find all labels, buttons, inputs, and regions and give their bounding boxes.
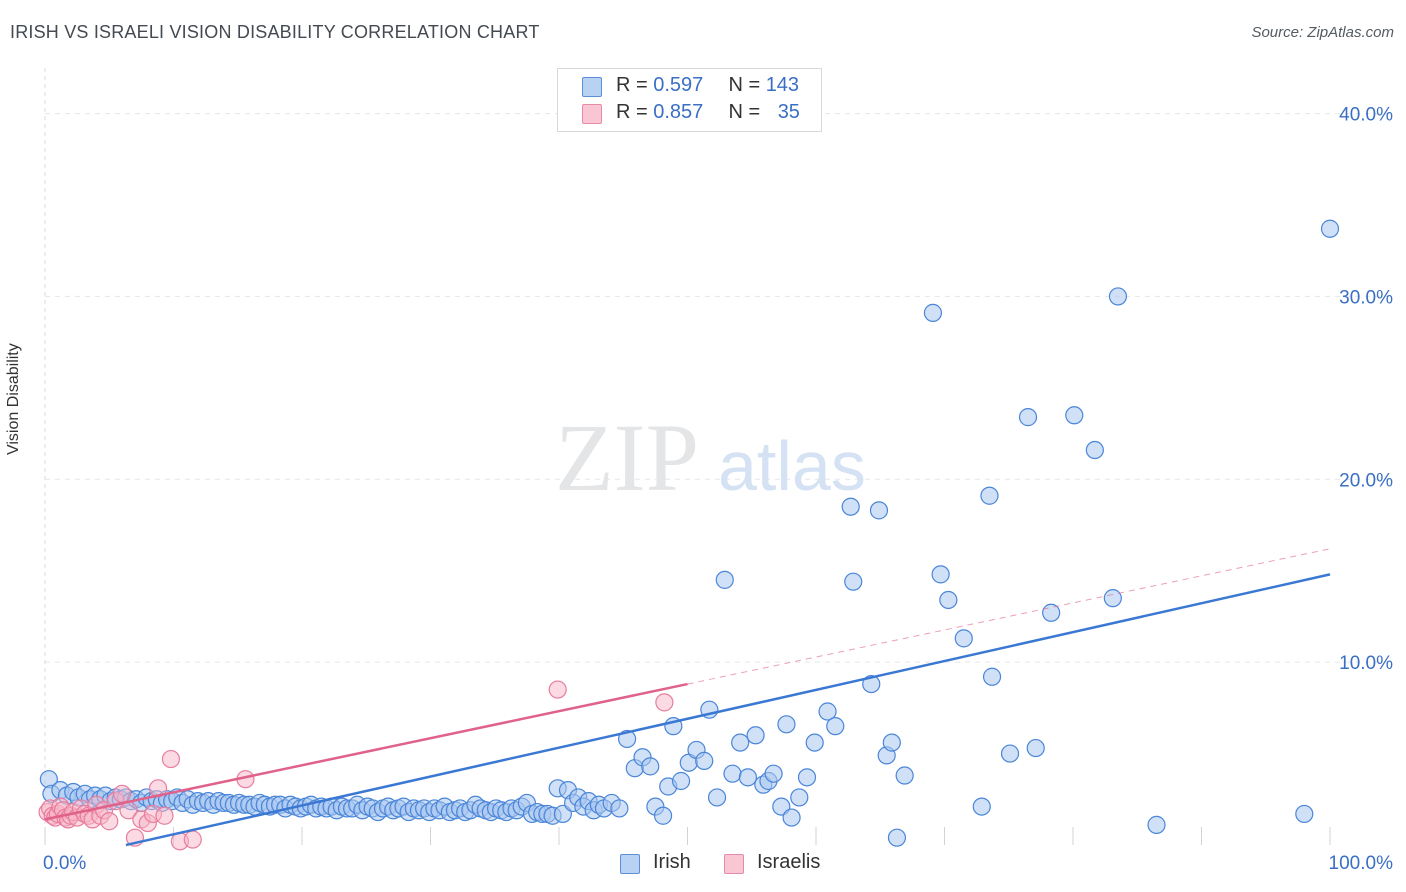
irish-point xyxy=(931,565,950,584)
x-tick-label-min: 0.0% xyxy=(43,853,86,874)
irish-point xyxy=(707,788,727,807)
y-tick-label: 10.0% xyxy=(1339,653,1393,674)
legend-israeli-r-value: 0.857 xyxy=(653,101,704,123)
irish-point xyxy=(1295,804,1314,824)
irish-point xyxy=(777,715,796,734)
israeli-trend-line xyxy=(44,682,688,821)
irish-point xyxy=(972,797,991,816)
irish-point xyxy=(818,702,837,721)
irish-point xyxy=(653,806,673,825)
irish-point xyxy=(695,751,714,770)
bottom-legend-irish-swatch xyxy=(620,854,640,874)
israeli-point xyxy=(100,812,119,831)
gridlines xyxy=(44,68,1390,845)
irish-point xyxy=(1085,440,1104,460)
chart-title: IRISH VS ISRAELI VISION DISABILITY CORRE… xyxy=(10,22,540,42)
irish-point xyxy=(923,303,943,322)
x-axis-ticks: 0.0% 100.0% xyxy=(43,853,1393,874)
irish-point xyxy=(731,733,750,752)
irish-point xyxy=(797,768,817,787)
irish-point xyxy=(1018,408,1038,427)
irish-point xyxy=(764,764,783,783)
y-tick-label: 40.0% xyxy=(1339,105,1393,126)
irish-point xyxy=(1147,815,1166,834)
watermark-zip: ZIP xyxy=(555,404,699,511)
israeli-point xyxy=(155,806,174,825)
legend-israeli-r-label: R = xyxy=(616,101,654,123)
irish-points xyxy=(39,219,1340,847)
irish-point xyxy=(1042,603,1061,622)
source-label: Source: ZipAtlas.com xyxy=(1251,24,1394,41)
legend-irish-n-value: 143 xyxy=(765,74,800,96)
irish-trend-line xyxy=(125,573,1331,847)
israeli-point xyxy=(548,680,567,699)
legend-irish-n-label: N = xyxy=(728,74,766,96)
irish-point xyxy=(641,757,660,776)
bottom-legend-irish-label: Irish xyxy=(653,851,691,873)
irish-point xyxy=(782,808,801,827)
irish-point xyxy=(790,788,809,807)
irish-point xyxy=(862,674,881,694)
irish-point xyxy=(882,733,901,752)
legend-irish-r-label: R = xyxy=(616,74,654,96)
y-tick-label: 30.0% xyxy=(1339,287,1393,308)
irish-point xyxy=(1026,738,1045,758)
irish-point xyxy=(723,764,742,783)
y-axis-label: Vision Disability xyxy=(5,343,22,455)
watermark: ZIP atlas xyxy=(555,404,866,511)
irish-point xyxy=(939,590,958,610)
irish-point xyxy=(610,799,629,818)
israeli-point xyxy=(161,749,181,769)
watermark-atlas: atlas xyxy=(718,427,866,505)
legend-irish-r-value: 0.597 xyxy=(653,74,704,96)
irish-point xyxy=(1108,287,1128,306)
x-tick-label-max: 100.0% xyxy=(1329,853,1394,874)
irish-point xyxy=(805,733,824,752)
irish-point xyxy=(715,570,734,589)
irish-point xyxy=(618,729,637,749)
irish-point xyxy=(746,726,765,745)
irish-point xyxy=(738,768,757,787)
bottom-legend-israelis-swatch xyxy=(724,854,744,874)
israeli-point xyxy=(183,830,202,849)
irish-point xyxy=(1000,744,1020,763)
irish-swatch xyxy=(582,77,602,97)
irish-point xyxy=(826,717,845,736)
correlation-legend: R = 0.597 N = 143 R = 0.857 N = 35 xyxy=(557,68,822,132)
irish-point xyxy=(1103,589,1122,608)
trend-lines xyxy=(44,548,1331,847)
irish-point xyxy=(671,771,691,791)
israeli-swatch xyxy=(582,104,602,124)
irish-point xyxy=(887,828,907,847)
irish-point xyxy=(954,629,973,648)
israeli-trend-extension xyxy=(687,548,1331,685)
israeli-point xyxy=(112,784,132,803)
irish-point xyxy=(869,501,889,520)
irish-point xyxy=(1065,406,1084,425)
irish-point xyxy=(982,667,1002,686)
legend-israeli-n-label: N = xyxy=(728,101,766,123)
israeli-point xyxy=(655,693,674,712)
irish-point xyxy=(841,497,860,516)
bottom-legend-israelis-label: Israelis xyxy=(757,851,821,873)
y-tick-label: 20.0% xyxy=(1339,470,1393,491)
irish-point xyxy=(1320,219,1340,238)
irish-point xyxy=(895,766,914,785)
y-axis-ticks: 10.0% 20.0% 30.0% 40.0% xyxy=(1339,105,1393,675)
irish-point xyxy=(980,486,999,505)
legend-israeli-n-value: 35 xyxy=(777,101,800,123)
irish-point xyxy=(844,572,863,591)
